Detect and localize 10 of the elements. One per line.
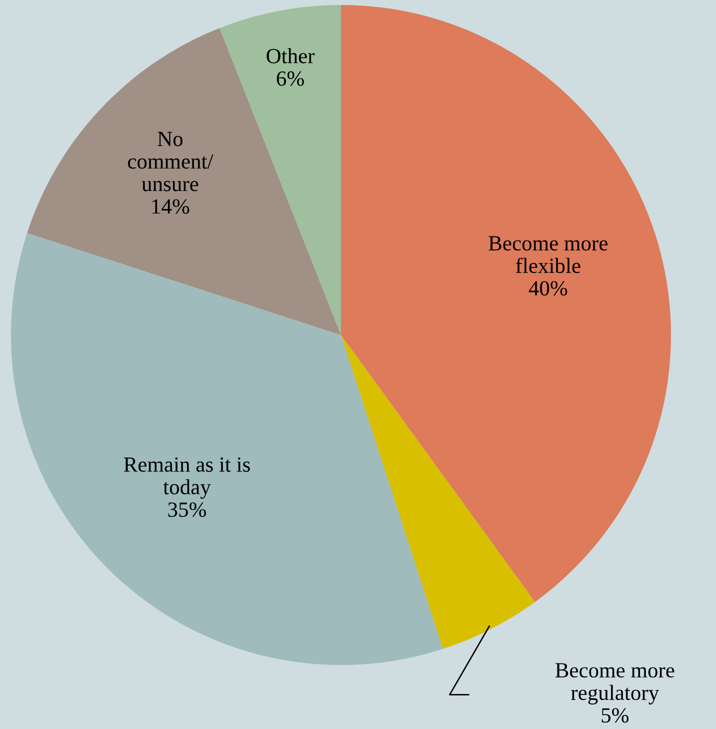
data-label: 14% bbox=[152, 199, 190, 214]
slice-label: Become more flexible bbox=[488, 236, 608, 274]
slice-label: No comment/ unsure bbox=[128, 132, 214, 192]
data-label: 5% bbox=[602, 708, 629, 723]
slice-label: Other bbox=[266, 48, 315, 64]
data-label: 40% bbox=[528, 281, 568, 296]
data-label: 35% bbox=[168, 502, 206, 518]
data-label: 6% bbox=[276, 71, 304, 86]
slice-label: Remain as it is today bbox=[124, 457, 250, 499]
slice-label: Become more regulatory bbox=[555, 663, 674, 704]
